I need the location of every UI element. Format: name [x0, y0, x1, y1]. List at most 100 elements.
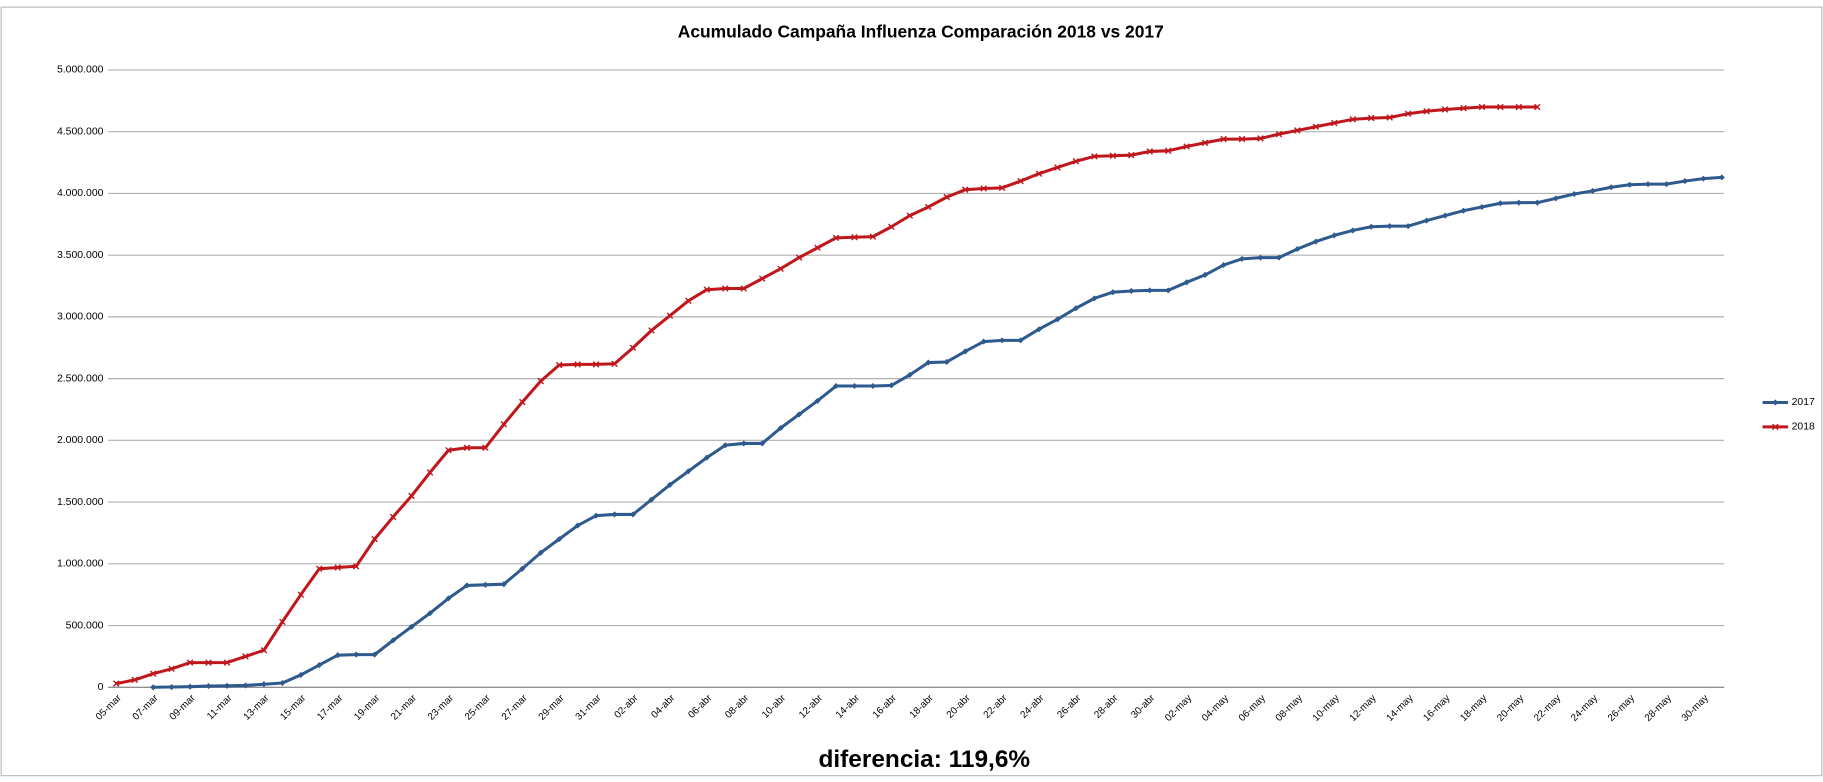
marker — [1054, 164, 1061, 171]
marker — [906, 212, 914, 219]
marker — [260, 681, 267, 688]
marker — [1718, 174, 1725, 181]
marker — [1497, 200, 1504, 207]
marker — [1146, 148, 1154, 155]
marker — [574, 522, 581, 529]
marker — [297, 591, 305, 598]
marker — [1772, 423, 1779, 431]
marker — [1534, 199, 1541, 206]
marker — [149, 670, 157, 677]
marker — [1367, 114, 1375, 122]
marker — [611, 511, 618, 518]
marker — [186, 659, 194, 666]
legend-label: 2018 — [1792, 422, 1815, 433]
marker — [593, 512, 600, 519]
marker — [777, 265, 784, 273]
marker — [961, 186, 969, 193]
marker — [592, 361, 600, 368]
marker — [943, 358, 950, 365]
marker — [629, 511, 637, 518]
marker — [1312, 238, 1319, 245]
marker — [888, 223, 895, 231]
marker — [223, 659, 231, 666]
marker — [1183, 279, 1190, 286]
marker — [1368, 223, 1375, 230]
marker — [906, 371, 913, 378]
marker — [1681, 178, 1688, 185]
marker — [279, 618, 286, 626]
y-tick-label: 3.500.000 — [57, 250, 104, 261]
marker — [869, 233, 877, 240]
marker — [500, 581, 507, 588]
marker — [1275, 254, 1282, 261]
marker — [1441, 106, 1449, 113]
marker — [371, 535, 378, 543]
marker — [463, 444, 471, 452]
y-tick-label: 2.000.000 — [57, 435, 104, 446]
marker — [648, 327, 655, 334]
marker — [1312, 123, 1320, 131]
marker — [1497, 103, 1504, 111]
marker — [980, 185, 987, 192]
marker — [962, 348, 969, 355]
marker — [759, 440, 766, 447]
marker — [150, 684, 157, 691]
marker — [352, 563, 360, 570]
marker — [943, 193, 951, 201]
marker — [1202, 271, 1209, 278]
marker — [1128, 151, 1135, 159]
marker — [1220, 135, 1227, 143]
marker — [980, 338, 987, 345]
marker — [315, 565, 323, 573]
marker — [205, 659, 212, 666]
chart-frame — [0, 6, 1823, 777]
marker — [1700, 175, 1707, 182]
marker — [500, 421, 508, 428]
y-tick-label: 4.500.000 — [57, 126, 104, 137]
marker — [279, 679, 286, 686]
marker — [1017, 177, 1024, 185]
marker — [925, 203, 932, 211]
marker — [518, 398, 526, 406]
marker — [297, 671, 304, 678]
marker — [574, 361, 581, 368]
marker — [1515, 103, 1523, 111]
marker — [777, 424, 784, 432]
marker — [648, 496, 655, 503]
marker — [426, 469, 434, 476]
marker — [611, 360, 618, 368]
marker — [1109, 152, 1117, 160]
marker — [998, 184, 1006, 192]
marker — [851, 233, 858, 241]
marker — [1238, 135, 1246, 143]
marker — [463, 582, 470, 589]
marker — [1091, 153, 1098, 160]
marker — [1017, 337, 1024, 344]
marker — [555, 361, 563, 369]
marker — [112, 680, 120, 687]
marker — [795, 254, 803, 261]
marker — [260, 646, 268, 654]
marker — [703, 286, 711, 294]
marker — [537, 549, 544, 556]
marker — [482, 581, 489, 588]
marker — [740, 285, 748, 292]
y-tick-label: 1.000.000 — [57, 559, 104, 570]
marker — [1183, 143, 1190, 150]
y-tick-label: 500.000 — [66, 620, 104, 631]
marker — [334, 564, 342, 571]
marker — [1109, 289, 1116, 296]
chart-title: Acumulado Campaña Influenza Comparación … — [678, 21, 1164, 41]
marker — [445, 446, 452, 454]
y-tick-label: 4.000.000 — [57, 188, 104, 199]
marker — [1054, 316, 1061, 323]
marker — [168, 684, 175, 691]
marker — [537, 377, 545, 385]
marker — [685, 297, 692, 305]
marker — [703, 454, 710, 461]
marker — [131, 676, 139, 684]
marker — [1201, 139, 1209, 147]
marker — [389, 513, 397, 521]
marker — [1035, 170, 1043, 177]
marker — [205, 683, 212, 690]
